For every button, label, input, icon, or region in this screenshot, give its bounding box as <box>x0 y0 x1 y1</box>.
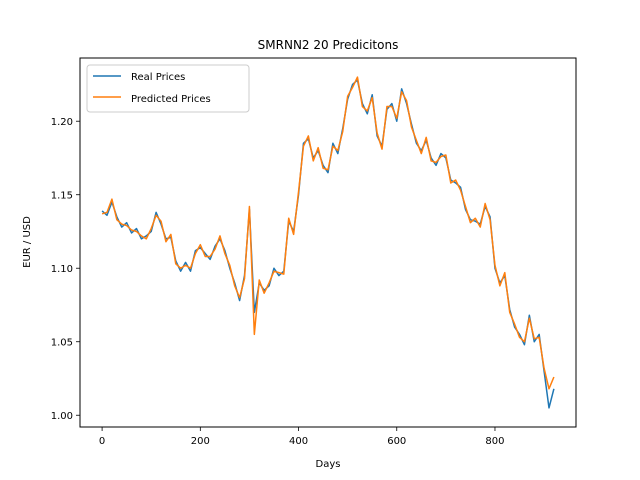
y-tick-label: 1.00 <box>51 411 73 422</box>
plot-frame <box>79 57 577 428</box>
legend-box <box>86 64 250 113</box>
x-tick-label: 200 <box>191 436 210 447</box>
legend: Real Prices Predicted Prices <box>86 64 250 113</box>
series-line-real-prices <box>101 79 555 409</box>
legend-label-real-prices: Real Prices <box>131 72 185 83</box>
y-axis-label: EUR / USD <box>22 216 33 268</box>
x-axis-label: Days <box>316 459 341 470</box>
y-tick-label: 1.15 <box>51 191 73 202</box>
x-tick-label: 600 <box>387 436 406 447</box>
chart-title: SMRNN2 20 Predicitons <box>258 38 399 52</box>
plot-lines <box>101 76 555 409</box>
legend-label-predicted-prices: Predicted Prices <box>131 94 211 105</box>
y-tick-label: 1.10 <box>51 264 73 275</box>
x-tick-label: 400 <box>289 436 308 447</box>
x-tick-label: 800 <box>485 436 504 447</box>
y-tick-label: 1.20 <box>51 117 73 128</box>
series-line-predicted-prices <box>101 76 555 390</box>
x-tick-label: 0 <box>99 436 105 447</box>
x-axis-ticks: 0 200 400 600 800 <box>99 427 505 447</box>
y-axis-ticks: 1.00 1.05 1.10 1.15 1.20 <box>51 117 80 422</box>
y-tick-label: 1.05 <box>51 338 73 349</box>
